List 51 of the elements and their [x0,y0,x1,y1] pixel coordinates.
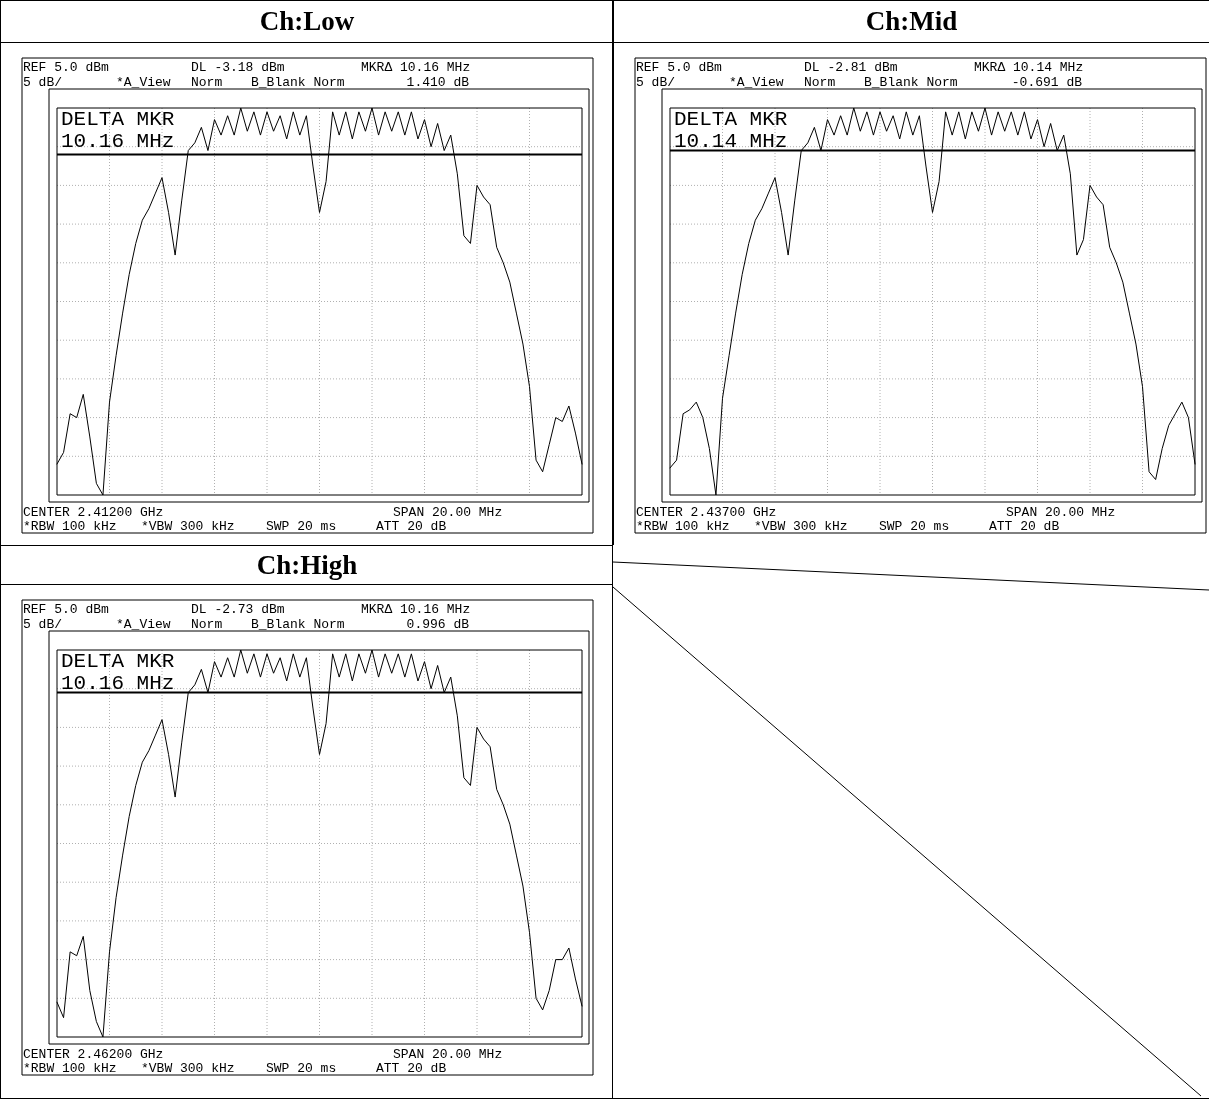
text: Norm [804,74,836,90]
text: *A_View [729,74,784,90]
text: B_Blank Norm [251,74,345,90]
annotation: 10.14 MHz [674,129,788,153]
text: *RBW 100 kHz [636,518,730,534]
text: *VBW 300 kHz [141,518,235,534]
text: SPAN 20.00 MHz [393,1046,503,1062]
annotation: DELTA MKR [61,107,175,131]
text: MKRΔ 10.14 MHz [974,59,1084,75]
text: ATT 20 dB [989,518,1060,534]
text: DL -2.81 dBm [804,59,898,75]
text: REF 5.0 dBm [23,601,110,617]
text: *VBW 300 kHz [754,518,848,534]
text: *A_View [116,74,171,90]
text: REF 5.0 dBm [23,59,110,75]
text: *RBW 100 kHz [23,518,117,534]
text: CENTER 2.41200 GHz [23,504,164,520]
text: *RBW 100 kHz [23,1060,117,1076]
text: DL -2.73 dBm [191,601,285,617]
annotation: DELTA MKR [674,107,788,131]
text: MKRΔ 10.16 MHz [361,59,471,75]
text: SPAN 20.00 MHz [1006,504,1116,520]
text: 0.996 dB [406,616,470,632]
text: Norm [191,74,223,90]
annotation: DELTA MKR [61,649,175,673]
text: ATT 20 dB [376,1060,447,1076]
text: MKRΔ 10.16 MHz [361,601,471,617]
text: ATT 20 dB [376,518,447,534]
text: B_Blank Norm [251,616,345,632]
text: 5 dB/ [23,74,63,90]
text: 1.410 dB [406,74,470,90]
text: SPAN 20.00 MHz [393,504,503,520]
text: Norm [191,616,223,632]
text: 5 dB/ [23,616,63,632]
text: SWP 20 ms [266,1060,337,1076]
text: *VBW 300 kHz [141,1060,235,1076]
text: 5 dB/ [636,74,676,90]
text: *A_View [116,616,171,632]
text: SWP 20 ms [879,518,950,534]
text: CENTER 2.46200 GHz [23,1046,164,1062]
chart-title: Ch:High [0,545,613,585]
text: SWP 20 ms [266,518,337,534]
text: REF 5.0 dBm [636,59,723,75]
text: B_Blank Norm [864,74,958,90]
annotation: 10.16 MHz [61,671,175,695]
chart-title: Ch:Mid [613,0,1209,43]
text: DL -3.18 dBm [191,59,285,75]
text: -0.691 dB [1011,74,1083,90]
text: CENTER 2.43700 GHz [636,504,777,520]
chart-title: Ch:Low [0,0,613,43]
annotation: 10.16 MHz [61,129,175,153]
